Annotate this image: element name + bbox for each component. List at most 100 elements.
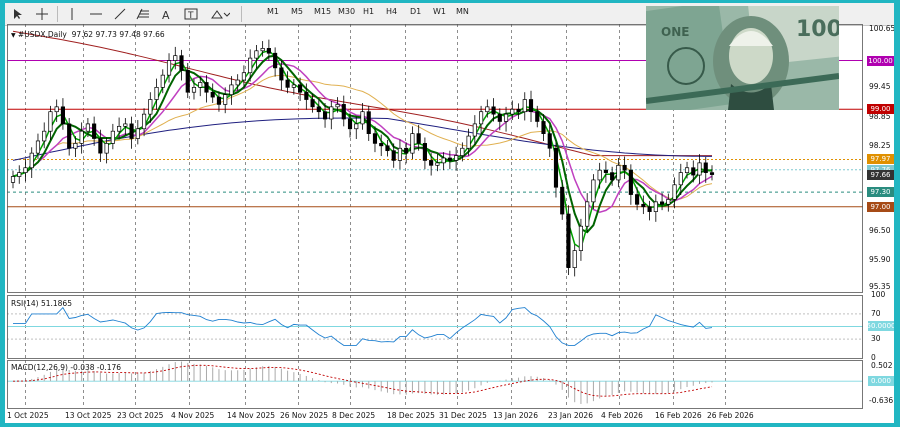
macd-axis-top: 0.502 bbox=[871, 361, 893, 370]
date-axis-label: 18 Dec 2025 bbox=[387, 411, 435, 420]
candle-body bbox=[697, 162, 702, 176]
candle-body bbox=[553, 147, 559, 188]
rsi-title: RSI(14) 51.1865 bbox=[11, 299, 72, 308]
candle-body bbox=[510, 108, 515, 115]
timeframe-m5[interactable]: M5 bbox=[291, 7, 303, 16]
candle-body bbox=[322, 111, 328, 120]
candle-body bbox=[341, 104, 346, 120]
chart-title: ▼ #USDX,Daily 97.62 97.73 97.48 97.66 bbox=[11, 30, 165, 39]
candle-body bbox=[48, 111, 53, 132]
candle-body bbox=[29, 152, 34, 169]
timeframe-d1[interactable]: D1 bbox=[410, 7, 422, 16]
candle-body bbox=[85, 123, 90, 132]
toolbar-separator bbox=[241, 6, 242, 22]
candle-body bbox=[185, 69, 190, 93]
shapes-icon[interactable] bbox=[209, 5, 231, 23]
svg-text:A: A bbox=[162, 9, 170, 20]
candle-body bbox=[460, 147, 465, 156]
candle-body bbox=[23, 167, 28, 173]
candle-body bbox=[229, 84, 234, 96]
candle-body bbox=[628, 169, 633, 195]
timeframe-w1[interactable]: W1 bbox=[433, 7, 446, 16]
svg-text:ONE: ONE bbox=[661, 25, 689, 39]
rsi-line bbox=[13, 306, 713, 346]
ma-gold-line bbox=[12, 74, 713, 201]
fibonacci-icon[interactable] bbox=[135, 5, 151, 23]
candle-body bbox=[516, 108, 521, 113]
candle-body bbox=[647, 206, 652, 212]
candle-body bbox=[522, 99, 527, 113]
candle-body bbox=[241, 72, 246, 81]
candle-body bbox=[10, 176, 16, 183]
candle-body bbox=[666, 199, 671, 205]
candle-body bbox=[372, 133, 378, 144]
candle-body bbox=[603, 169, 608, 173]
candle-body bbox=[703, 162, 708, 173]
cursor-icon[interactable] bbox=[11, 5, 25, 23]
vertical-line-icon[interactable] bbox=[65, 5, 79, 23]
symbol-label: #USDX,Daily bbox=[18, 30, 67, 39]
candle-body bbox=[335, 104, 340, 108]
dollar-bill-image: 100 ONE bbox=[646, 6, 839, 110]
timeframe-h1[interactable]: H1 bbox=[363, 7, 375, 16]
candle-body bbox=[54, 106, 59, 113]
price-tag: 97.30 bbox=[867, 187, 894, 198]
candle-body bbox=[616, 164, 621, 181]
candle-body bbox=[422, 143, 427, 161]
candle-body bbox=[410, 133, 415, 154]
macd-pane bbox=[7, 361, 863, 404]
candle-body bbox=[298, 84, 303, 93]
candle-body bbox=[391, 150, 396, 161]
candlesticks bbox=[10, 39, 715, 277]
text-icon[interactable]: A bbox=[159, 5, 173, 23]
date-axis-label: 4 Feb 2026 bbox=[601, 411, 643, 420]
trendline-icon[interactable] bbox=[113, 5, 127, 23]
candle-body bbox=[266, 48, 271, 54]
candle-body bbox=[379, 143, 384, 147]
timeframe-h4[interactable]: H4 bbox=[386, 7, 398, 16]
moving-averages bbox=[12, 30, 713, 250]
candle-body bbox=[404, 147, 409, 154]
price-axis-label: 98.85 bbox=[869, 111, 891, 121]
candle-body bbox=[560, 186, 565, 215]
price-axis-label: 99.45 bbox=[869, 82, 891, 92]
pane-border bbox=[7, 24, 863, 293]
timeframe-mn[interactable]: MN bbox=[456, 7, 469, 16]
candle-body bbox=[173, 55, 178, 61]
svg-text:T: T bbox=[187, 11, 194, 20]
candle-body bbox=[148, 99, 153, 115]
candle-body bbox=[366, 111, 371, 134]
date-axis-label: 8 Dec 2025 bbox=[332, 411, 376, 420]
horizontal-line-icon[interactable] bbox=[89, 5, 103, 23]
candle-body bbox=[472, 123, 477, 137]
candle-body bbox=[166, 60, 172, 76]
candle-body bbox=[497, 113, 502, 122]
text-label-icon[interactable]: T bbox=[183, 5, 199, 23]
candle-body bbox=[572, 250, 577, 268]
timeframe-m30[interactable]: M30 bbox=[338, 7, 356, 16]
candle-body bbox=[360, 111, 365, 125]
candle-body bbox=[316, 106, 321, 113]
timeframe-m1[interactable]: M1 bbox=[267, 7, 279, 16]
rsi-pane bbox=[7, 306, 863, 346]
candle-body bbox=[160, 74, 165, 88]
candle-body bbox=[110, 130, 115, 144]
macd-axis-bottom: -0.636 bbox=[869, 396, 894, 405]
crosshair-icon[interactable] bbox=[35, 5, 49, 23]
date-axis-label: 4 Nov 2025 bbox=[171, 411, 215, 420]
price-tag: 97.66 bbox=[867, 169, 894, 180]
candle-body bbox=[709, 172, 715, 175]
timeframe-m15[interactable]: M15 bbox=[314, 7, 332, 16]
date-axis-label: 16 Feb 2026 bbox=[655, 411, 702, 420]
rsi-axis-label: 70 bbox=[871, 308, 881, 318]
candle-body bbox=[179, 55, 184, 71]
candle-body bbox=[347, 118, 353, 130]
candle-body bbox=[204, 82, 209, 93]
candle-body bbox=[479, 111, 484, 125]
candle-body bbox=[254, 50, 259, 59]
rsi-axis-label: 30 bbox=[871, 334, 881, 344]
candle-body bbox=[35, 140, 41, 154]
candle-body bbox=[672, 184, 677, 200]
date-axis-label: 26 Feb 2026 bbox=[707, 411, 754, 420]
candle-body bbox=[641, 203, 646, 208]
